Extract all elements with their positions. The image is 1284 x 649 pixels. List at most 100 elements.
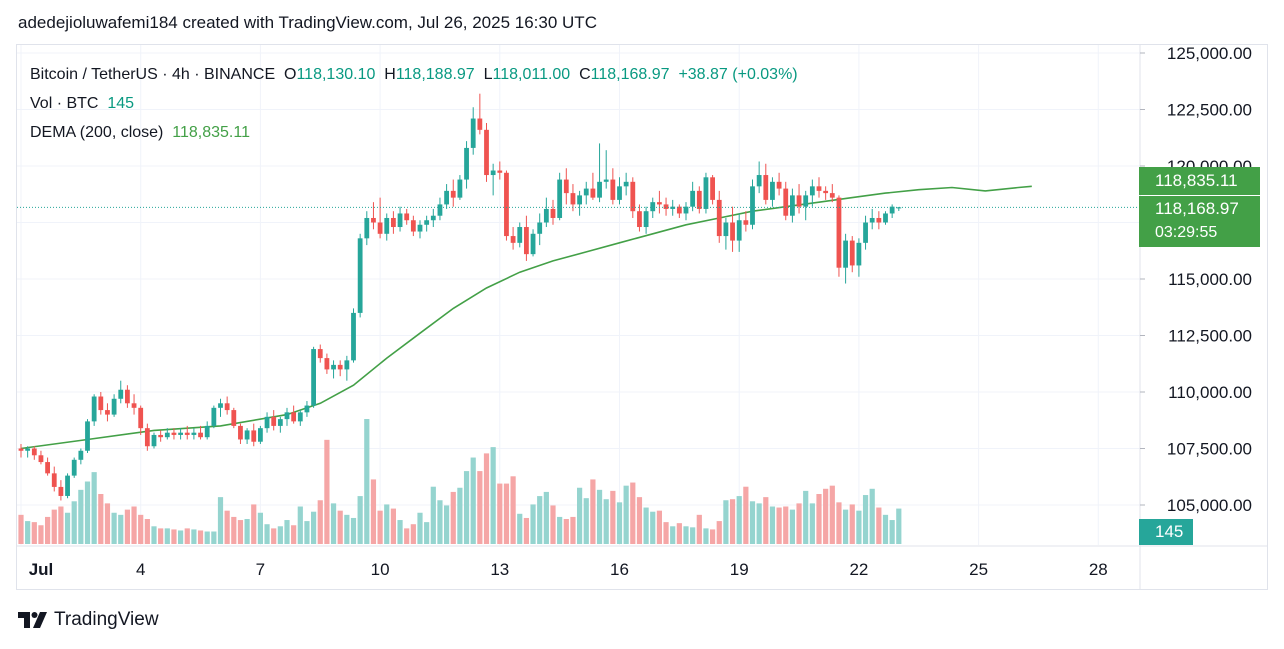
candle	[630, 177, 636, 218]
candle	[244, 428, 250, 444]
candle	[863, 215, 868, 250]
time-tick-label: 19	[730, 560, 749, 579]
candle	[730, 206, 735, 252]
candle-body	[643, 211, 649, 228]
volume-bar	[510, 476, 516, 544]
candle	[45, 457, 50, 476]
candle-body	[51, 473, 57, 487]
candle-body	[823, 190, 829, 194]
candle-body	[663, 204, 669, 209]
volume-bar	[882, 514, 889, 544]
candles	[18, 93, 902, 501]
bar-countdown: 03:29:55	[1155, 224, 1218, 241]
candle	[371, 202, 376, 230]
candle-body	[889, 206, 895, 214]
candle-body	[623, 181, 629, 187]
candle	[224, 396, 230, 415]
change-value: +38.87 (+0.03%)	[678, 66, 798, 83]
candle-body	[311, 349, 316, 406]
candle-body	[477, 118, 483, 130]
volume-bar	[570, 516, 576, 544]
candle-body	[763, 175, 769, 200]
volume-bar	[769, 506, 776, 544]
tradingview-logo[interactable]: TradingView	[18, 608, 159, 632]
candle	[391, 211, 396, 234]
low-label: L	[483, 66, 493, 83]
low-value: 118,011.00	[492, 66, 571, 83]
candle	[776, 172, 782, 196]
time-tick-label: 7	[256, 560, 265, 579]
candle	[743, 211, 749, 232]
candle-body	[876, 217, 882, 223]
volume-bar	[84, 481, 91, 544]
candle-body	[550, 208, 556, 218]
volume-bar	[71, 501, 77, 544]
candle	[543, 197, 549, 228]
candle-body	[430, 215, 436, 221]
candle-body	[883, 213, 888, 223]
volume-bar	[171, 529, 177, 544]
volume-bar	[583, 498, 589, 544]
candle-body	[497, 170, 503, 173]
candle-body	[490, 170, 496, 176]
candle	[557, 172, 563, 221]
volume-bar	[244, 519, 250, 544]
candle-body	[570, 193, 576, 205]
candle	[849, 236, 855, 273]
candle-body	[164, 432, 170, 438]
candle	[357, 233, 363, 318]
chart-legend: Bitcoin / TetherUS · 4h · BINANCE O118,1…	[30, 60, 798, 147]
candle	[790, 188, 795, 223]
volume-bar	[809, 503, 815, 544]
candle	[164, 428, 170, 440]
candle	[876, 211, 882, 230]
volume-bar	[557, 516, 563, 544]
volume-bar	[404, 528, 410, 544]
candle	[723, 217, 729, 250]
volume-bar	[51, 509, 57, 544]
candle-body	[151, 434, 157, 447]
candle	[404, 208, 410, 225]
candle-body	[191, 432, 197, 435]
candle-body	[85, 421, 90, 451]
price-tick-label: 110,000.00	[1168, 383, 1252, 402]
volume-bar	[164, 528, 170, 544]
candle	[716, 190, 722, 243]
volume-bar	[623, 485, 629, 544]
candle-body	[231, 410, 237, 426]
volume-bar	[184, 528, 190, 544]
candle	[311, 346, 316, 408]
candle-body	[517, 227, 523, 243]
candle-body	[750, 186, 755, 225]
volume-bar	[144, 519, 150, 544]
candle	[869, 208, 875, 230]
volume-bar	[789, 509, 795, 544]
candle	[796, 184, 802, 214]
volume-bar	[45, 516, 51, 544]
volume-bar	[849, 504, 855, 544]
volume-bar	[251, 504, 257, 544]
volume-bar	[410, 524, 416, 544]
candle-body	[178, 432, 183, 435]
candle-body	[138, 407, 144, 429]
candle-body	[444, 190, 449, 205]
candle	[344, 355, 350, 381]
volume-bar	[630, 482, 636, 544]
candle	[377, 197, 383, 239]
candle	[25, 446, 31, 458]
candle	[816, 177, 822, 198]
candle-body	[264, 416, 270, 429]
candle-body	[317, 349, 323, 359]
candle-body	[211, 407, 217, 426]
volume-bar	[523, 517, 529, 544]
volume-bar	[736, 496, 742, 544]
candle	[111, 394, 117, 417]
candle	[617, 177, 622, 205]
volume-bar	[204, 531, 210, 544]
candle-body	[91, 396, 97, 422]
candle	[563, 168, 569, 205]
candle-body	[351, 312, 356, 361]
candle-body	[610, 179, 616, 200]
dema-line	[20, 185, 1032, 450]
